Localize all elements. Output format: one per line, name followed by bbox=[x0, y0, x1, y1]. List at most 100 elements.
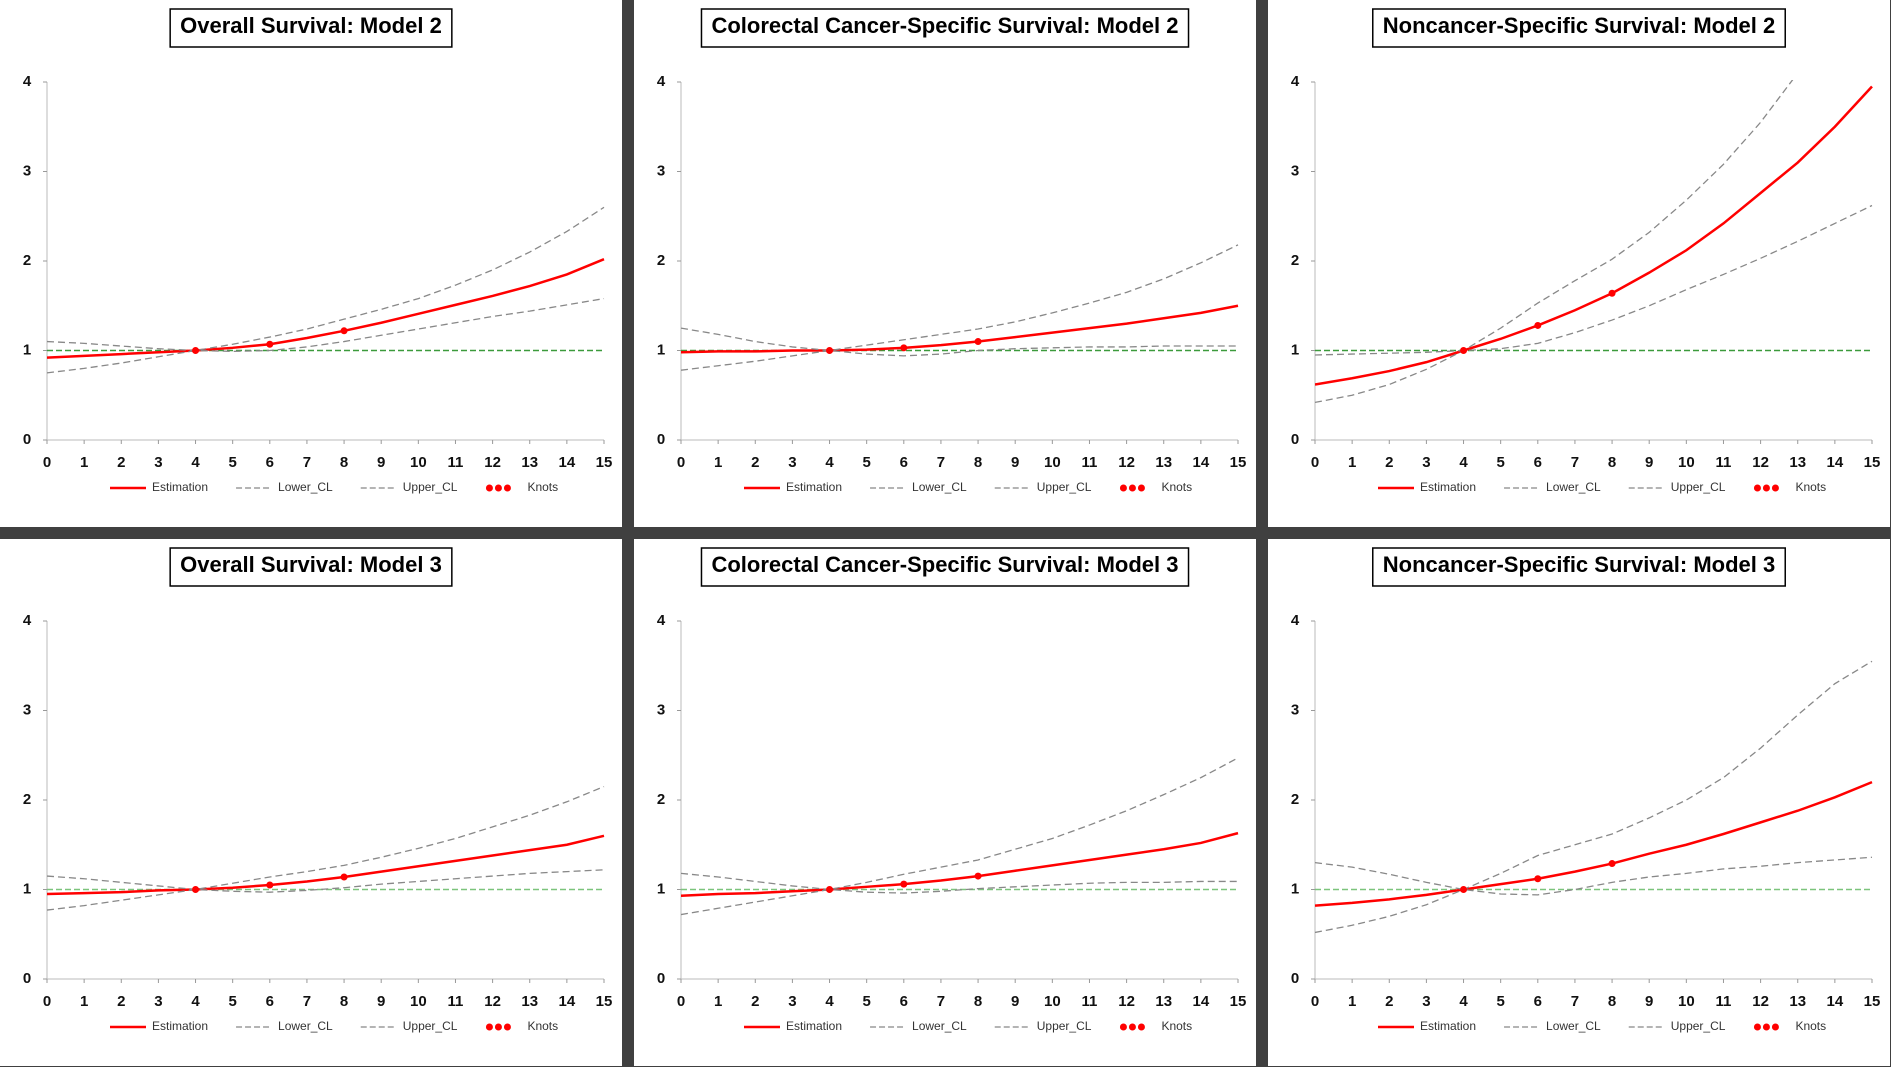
x-tick-label: 3 bbox=[788, 454, 796, 471]
x-tick-label: 12 bbox=[1752, 993, 1769, 1010]
y-tick-label: 3 bbox=[657, 162, 665, 179]
y-tick-label: 4 bbox=[657, 73, 666, 90]
panel-background bbox=[1268, 0, 1890, 527]
legend-label: Estimation bbox=[152, 1019, 208, 1033]
x-tick-label: 6 bbox=[1534, 454, 1542, 471]
knot bbox=[1460, 347, 1468, 354]
x-tick-label: 0 bbox=[677, 454, 685, 471]
x-tick-label: 4 bbox=[825, 454, 834, 471]
x-tick-label: 6 bbox=[900, 993, 908, 1010]
x-tick-label: 8 bbox=[340, 454, 348, 471]
knot bbox=[266, 881, 274, 889]
y-tick-label: 2 bbox=[1291, 252, 1299, 269]
x-tick-label: 6 bbox=[266, 454, 274, 471]
knot bbox=[1534, 321, 1542, 329]
ci-line bbox=[47, 785, 605, 911]
x-tick-label: 7 bbox=[1571, 993, 1579, 1010]
x-tick-label: 0 bbox=[677, 993, 685, 1010]
x-tick-label: 8 bbox=[1608, 454, 1616, 471]
knot bbox=[826, 347, 834, 354]
x-tick-label: 4 bbox=[191, 993, 200, 1010]
y-tick-label: 1 bbox=[1291, 880, 1299, 897]
legend-marker bbox=[1771, 484, 1779, 492]
ci-line bbox=[47, 206, 605, 374]
x-tick-label: 6 bbox=[900, 454, 908, 471]
legend-label: Upper_CL bbox=[1671, 1019, 1726, 1033]
ci-line bbox=[681, 757, 1239, 916]
x-tick-label: 10 bbox=[1044, 993, 1061, 1010]
legend-label: Lower_CL bbox=[278, 1019, 333, 1033]
title-box bbox=[1372, 547, 1786, 587]
estimate-line bbox=[1315, 780, 1873, 907]
legend-label: Upper_CL bbox=[1037, 1019, 1092, 1033]
ci-line bbox=[681, 327, 1238, 357]
y-tick-label: 2 bbox=[1291, 791, 1299, 808]
legend-label: Upper_CL bbox=[1671, 480, 1726, 494]
y-tick-label: 4 bbox=[23, 612, 32, 629]
legend-label: Knots bbox=[1161, 1019, 1192, 1033]
x-tick-label: 14 bbox=[559, 454, 576, 471]
knot bbox=[974, 338, 982, 346]
x-tick-label: 14 bbox=[1193, 454, 1210, 471]
x-tick-label: 3 bbox=[154, 993, 162, 1010]
chart-title: Noncancer-Specific Survival: Model 3 bbox=[1383, 552, 1775, 577]
knot bbox=[266, 340, 274, 348]
legend-label: Upper_CL bbox=[403, 1019, 458, 1033]
legend-label: Knots bbox=[1161, 480, 1192, 494]
x-tick-label: 15 bbox=[1864, 993, 1881, 1010]
x-tick-label: 12 bbox=[484, 454, 501, 471]
y-tick-label: 3 bbox=[23, 701, 31, 718]
legend-label: Estimation bbox=[1420, 1019, 1476, 1033]
knot bbox=[1608, 289, 1616, 297]
y-tick-label: 4 bbox=[1291, 73, 1300, 90]
knot bbox=[900, 344, 908, 352]
x-tick-label: 13 bbox=[1789, 993, 1806, 1010]
legend-label: Upper_CL bbox=[1037, 480, 1092, 494]
x-tick-label: 4 bbox=[191, 454, 200, 471]
x-tick-label: 2 bbox=[1385, 993, 1393, 1010]
legend-marker bbox=[485, 484, 493, 492]
x-tick-label: 1 bbox=[80, 993, 88, 1010]
x-tick-label: 0 bbox=[43, 454, 51, 471]
y-tick-label: 0 bbox=[23, 431, 31, 448]
x-tick-label: 1 bbox=[1348, 454, 1356, 471]
legend-label: Estimation bbox=[152, 480, 208, 494]
knot bbox=[340, 327, 348, 335]
title-box bbox=[1372, 8, 1786, 48]
chart-title: Overall Survival: Model 2 bbox=[180, 13, 442, 38]
x-tick-label: 15 bbox=[1230, 993, 1247, 1010]
title-box bbox=[169, 547, 453, 587]
x-tick-label: 2 bbox=[117, 993, 125, 1010]
x-tick-label: 9 bbox=[377, 454, 385, 471]
knot bbox=[340, 873, 348, 881]
knot bbox=[974, 872, 982, 880]
legend-marker bbox=[1762, 1023, 1770, 1031]
x-tick-label: 10 bbox=[410, 454, 427, 471]
x-tick-label: 8 bbox=[340, 993, 348, 1010]
legend-marker bbox=[503, 484, 511, 492]
y-tick-label: 1 bbox=[23, 341, 31, 358]
x-tick-label: 9 bbox=[1011, 454, 1019, 471]
estimate-line bbox=[681, 304, 1239, 354]
x-tick-label: 13 bbox=[1155, 454, 1172, 471]
knot bbox=[192, 886, 200, 893]
x-tick-label: 13 bbox=[521, 454, 538, 471]
knot bbox=[1460, 886, 1468, 893]
y-tick-label: 0 bbox=[1291, 970, 1299, 987]
x-tick-label: 14 bbox=[1827, 454, 1844, 471]
x-tick-label: 9 bbox=[1645, 454, 1653, 471]
x-tick-label: 11 bbox=[1082, 454, 1098, 471]
knot bbox=[1608, 860, 1616, 868]
chart-panel: Noncancer-Specific Survival: Model 20123… bbox=[1268, 0, 1890, 527]
x-tick-label: 2 bbox=[751, 454, 759, 471]
y-tick-label: 0 bbox=[1291, 431, 1299, 448]
y-tick-label: 4 bbox=[657, 612, 666, 629]
panel-background bbox=[0, 539, 622, 1066]
x-tick-label: 1 bbox=[1348, 993, 1356, 1010]
x-tick-label: 11 bbox=[448, 993, 464, 1010]
x-tick-label: 11 bbox=[1716, 993, 1732, 1010]
legend-marker bbox=[1137, 484, 1145, 492]
x-tick-label: 7 bbox=[937, 993, 945, 1010]
